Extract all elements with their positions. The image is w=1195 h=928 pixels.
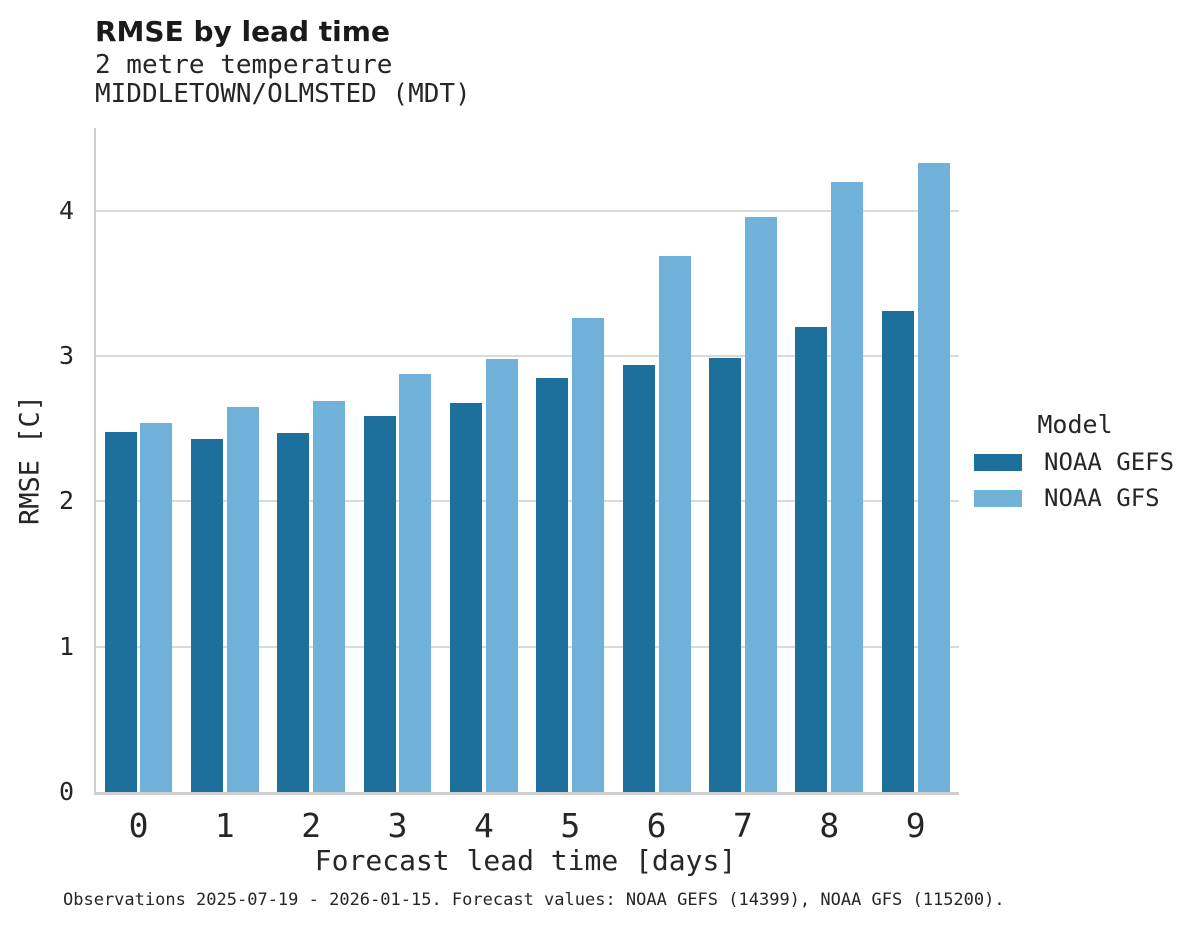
x-tick-label: 8 bbox=[819, 806, 840, 845]
legend-entries: NOAA GEFS NOAA GFS bbox=[974, 444, 1176, 516]
page-title: RMSE by lead time bbox=[95, 15, 390, 48]
legend-label: NOAA GFS bbox=[1044, 484, 1160, 512]
x-tick-label: 7 bbox=[733, 806, 753, 845]
subtitle-line-1: 2 metre temperature bbox=[95, 50, 393, 80]
x-tick-label: 3 bbox=[387, 806, 408, 845]
y-tick-label: 1 bbox=[58, 631, 74, 661]
footnote: Observations 2025-07-19 - 2026-01-15. Fo… bbox=[63, 890, 1005, 910]
y-tick-label: 3 bbox=[58, 341, 74, 371]
x-tick-label: 2 bbox=[301, 806, 322, 845]
bar-noaa-gefs bbox=[363, 415, 396, 792]
bar-noaa-gefs bbox=[104, 431, 137, 792]
x-tick-label: 1 bbox=[214, 806, 235, 845]
bar-noaa-gefs bbox=[795, 327, 828, 792]
x-axis-label: Forecast lead time [days] bbox=[314, 844, 737, 877]
x-tick-label: 0 bbox=[128, 806, 149, 845]
bar-noaa-gfs bbox=[658, 255, 691, 792]
bar-noaa-gefs bbox=[190, 438, 223, 792]
bar-noaa-gefs bbox=[709, 357, 742, 792]
plot-area: 0 1 2 3 4 5 6 7 8 9 bbox=[94, 128, 959, 842]
bar-noaa-gefs bbox=[450, 402, 482, 792]
x-tick-label: 4 bbox=[473, 806, 494, 845]
gridline bbox=[96, 209, 959, 212]
gridline bbox=[96, 645, 959, 648]
legend-swatch-noaa-gefs bbox=[974, 453, 1022, 471]
bar-noaa-gfs bbox=[917, 162, 950, 792]
legend: Model NOAA GEFS NOAA GFS bbox=[974, 410, 1176, 516]
bar-noaa-gfs bbox=[744, 216, 777, 792]
legend-title: Model bbox=[1037, 410, 1113, 439]
bar-noaa-gfs bbox=[226, 406, 259, 792]
bar-noaa-gfs bbox=[313, 401, 346, 792]
x-tick-label: 9 bbox=[905, 806, 926, 845]
legend-label: NOAA GEFS bbox=[1044, 448, 1175, 476]
subtitle-line-2: MIDDLETOWN/OLMSTED (MDT) bbox=[95, 79, 471, 109]
x-tick-label: 5 bbox=[560, 806, 581, 845]
bar-noaa-gfs bbox=[485, 359, 518, 792]
y-axis-label: RMSE [C] bbox=[14, 394, 46, 526]
legend-entry: NOAA GEFS bbox=[974, 444, 1176, 480]
bar-noaa-gfs bbox=[572, 318, 605, 792]
legend-entry: NOAA GFS bbox=[974, 480, 1176, 516]
bar-noaa-gfs bbox=[140, 422, 173, 792]
bar-noaa-gefs bbox=[881, 311, 914, 792]
y-axis: 0 1 2 3 4 bbox=[30, 0, 74, 928]
bar-noaa-gefs bbox=[536, 377, 569, 792]
x-tick-label: 6 bbox=[646, 806, 667, 845]
bar-noaa-gefs bbox=[622, 364, 655, 792]
legend-swatch-noaa-gfs bbox=[974, 489, 1022, 507]
y-tick-label: 2 bbox=[58, 486, 74, 516]
gridline bbox=[96, 500, 959, 503]
bar-noaa-gefs bbox=[277, 433, 310, 792]
y-tick-label: 0 bbox=[58, 777, 74, 806]
bar-noaa-gfs bbox=[399, 373, 432, 792]
y-tick-label: 4 bbox=[58, 195, 74, 225]
gridline bbox=[96, 355, 959, 358]
bar-noaa-gfs bbox=[831, 181, 864, 792]
